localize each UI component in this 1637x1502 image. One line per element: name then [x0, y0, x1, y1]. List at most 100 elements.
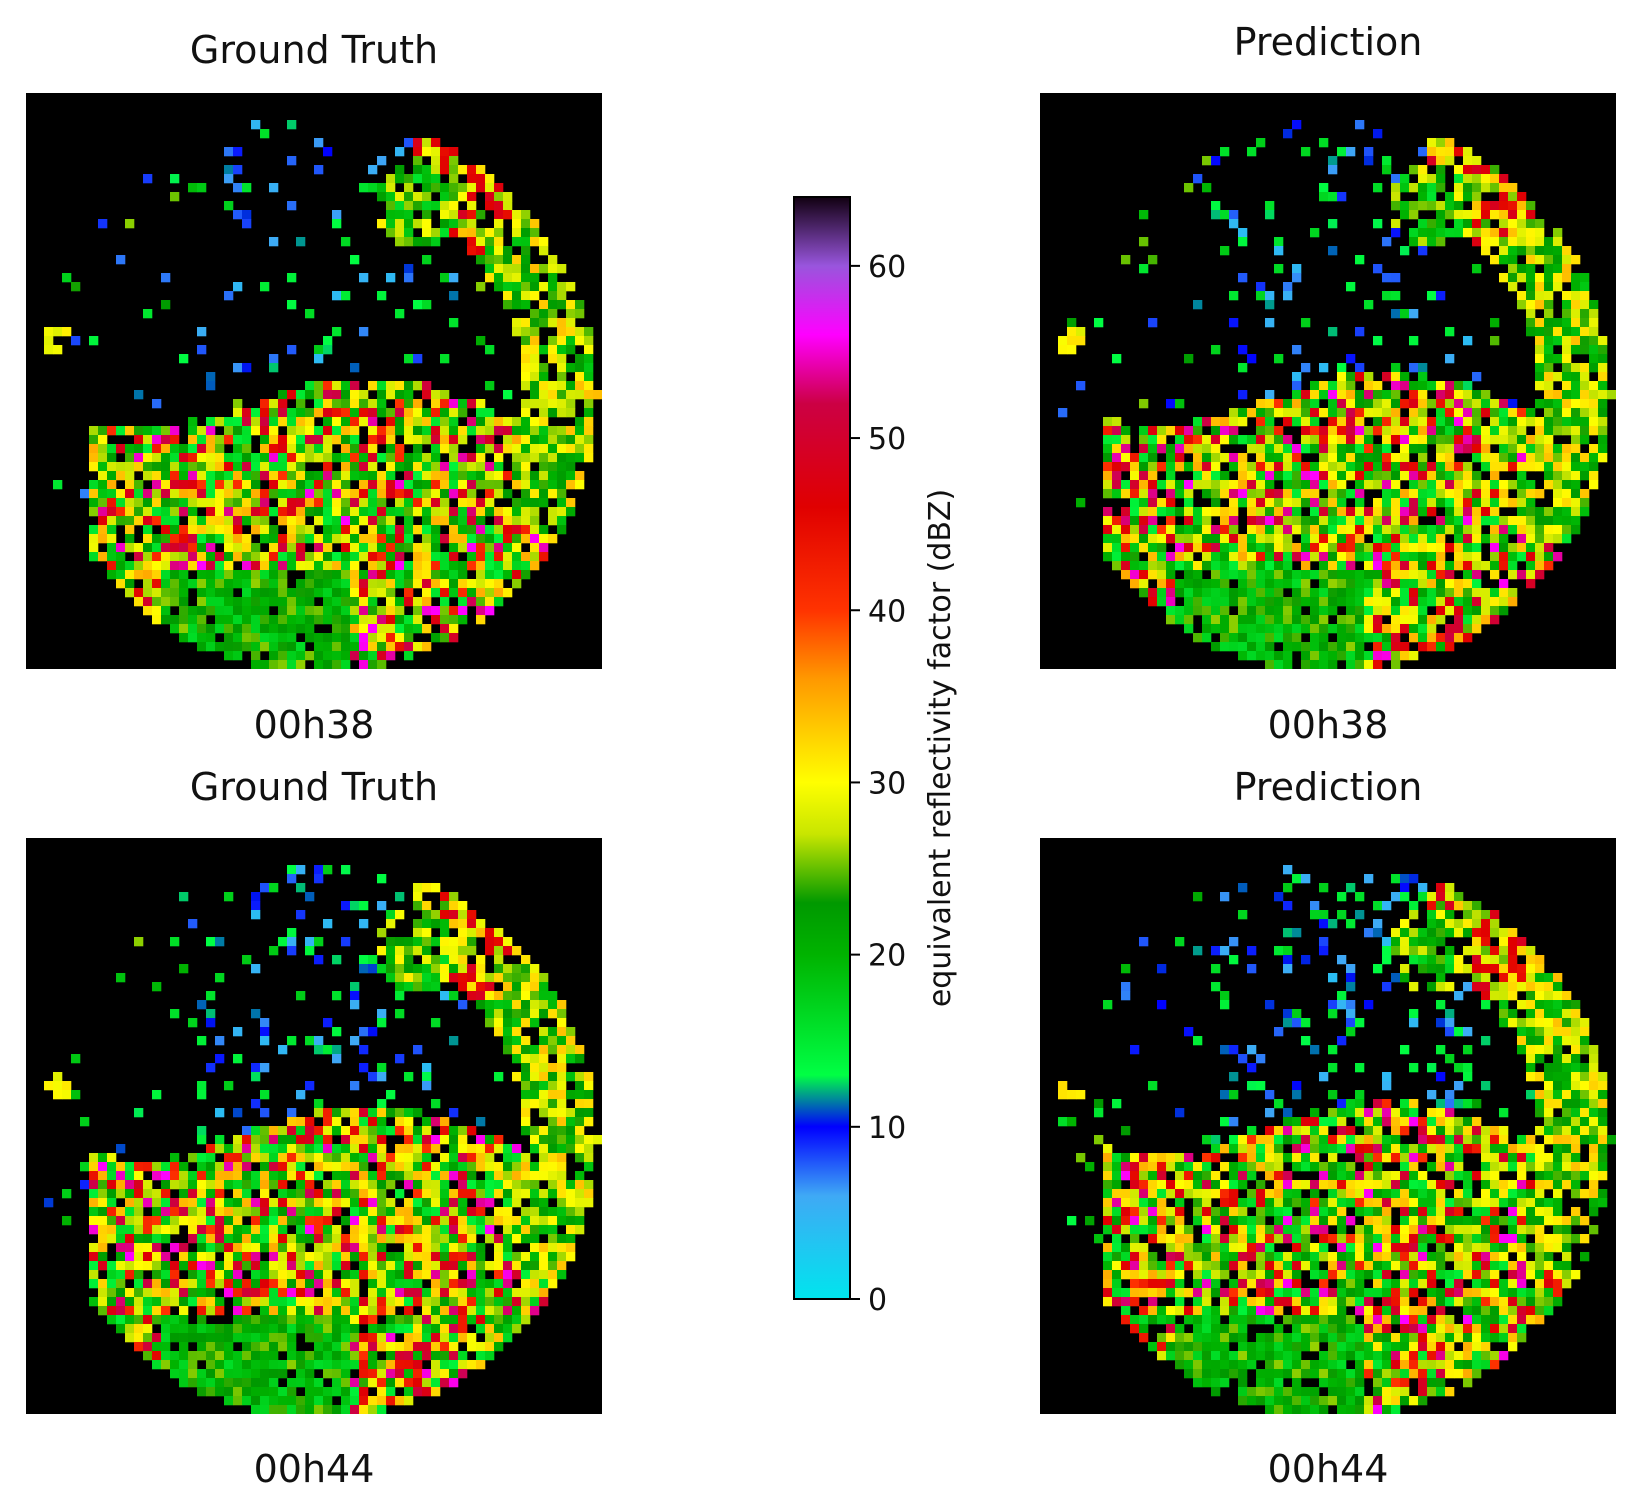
radar-pixel — [548, 282, 558, 292]
radar-pixel — [242, 1144, 252, 1154]
radar-pixel — [458, 1234, 468, 1244]
radar-pixel — [1418, 399, 1428, 409]
radar-pixel — [251, 1387, 261, 1397]
radar-pixel — [404, 264, 414, 274]
radar-pixel — [431, 1288, 441, 1298]
radar-pixel — [539, 1207, 549, 1217]
radar-pixel — [548, 336, 558, 346]
radar-pixel — [287, 1270, 297, 1280]
radar-pixel — [1508, 453, 1518, 463]
radar-pixel — [530, 435, 540, 445]
radar-pixel — [1499, 543, 1509, 553]
radar-pixel — [341, 237, 351, 247]
radar-pixel — [1157, 597, 1167, 607]
radar-pixel — [359, 327, 369, 337]
radar-pixel — [521, 426, 531, 436]
radar-pixel — [1193, 633, 1203, 643]
radar-pixel — [521, 318, 531, 328]
radar-pixel — [341, 1360, 351, 1370]
radar-pixel — [332, 991, 342, 1001]
radar-pixel — [512, 426, 522, 436]
radar-pixel — [1589, 426, 1599, 436]
radar-pixel — [197, 534, 207, 544]
radar-pixel — [377, 1108, 387, 1118]
radar-pixel — [98, 1243, 108, 1253]
radar-pixel — [1436, 138, 1446, 148]
radar-pixel — [314, 399, 324, 409]
radar-pixel — [1355, 606, 1365, 616]
radar-pixel — [188, 919, 198, 929]
radar-pixel — [1202, 606, 1212, 616]
radar-pixel — [350, 516, 360, 526]
radar-pixel — [197, 1252, 207, 1262]
radar-pixel — [278, 453, 288, 463]
radar-pixel — [467, 534, 477, 544]
radar-pixel — [134, 1171, 144, 1181]
radar-pixel — [539, 1297, 549, 1307]
radar-pixel — [359, 1234, 369, 1244]
radar-pixel — [1571, 480, 1581, 490]
radar-pixel — [431, 1378, 441, 1388]
radar-pixel — [422, 543, 432, 553]
radar-pixel — [1445, 435, 1455, 445]
radar-pixel — [1571, 372, 1581, 382]
radar-pixel — [206, 1243, 216, 1253]
radar-pixel — [296, 910, 306, 920]
radar-pixel — [278, 642, 288, 652]
radar-pixel — [251, 910, 261, 920]
radar-pixel — [1499, 228, 1509, 238]
radar-pixel — [512, 1045, 522, 1055]
radar-pixel — [251, 1072, 261, 1082]
radar-pixel — [521, 417, 531, 427]
radar-pixel — [548, 1162, 558, 1172]
radar-pixel — [152, 1297, 162, 1307]
radar-pixel — [1562, 291, 1572, 301]
radar-pixel — [323, 552, 333, 562]
radar-pixel — [449, 901, 459, 911]
radar-pixel — [206, 1270, 216, 1280]
radar-pixel — [521, 210, 531, 220]
radar-pixel — [467, 973, 477, 983]
radar-pixel — [296, 552, 306, 562]
radar-pixel — [269, 1369, 279, 1379]
radar-pixel — [1238, 606, 1248, 616]
radar-pixel — [1481, 480, 1491, 490]
radar-pixel — [53, 327, 63, 337]
radar-pixel — [1598, 390, 1608, 400]
radar-pixel — [1103, 480, 1113, 490]
radar-pixel — [1328, 390, 1338, 400]
radar-pixel — [413, 543, 423, 553]
radar-pixel — [1481, 444, 1491, 454]
radar-pixel — [503, 1180, 513, 1190]
radar-pixel — [1373, 408, 1383, 418]
radar-pixel — [1319, 642, 1329, 652]
radar-pixel — [323, 1162, 333, 1172]
radar-pixel — [314, 1396, 324, 1406]
radar-pixel — [116, 507, 126, 517]
radar-pixel — [1427, 219, 1437, 229]
radar-pixel — [404, 1108, 414, 1118]
radar-pixel — [188, 1225, 198, 1235]
radar-pixel — [260, 426, 270, 436]
radar-pixel — [197, 1369, 207, 1379]
radar-pixel — [1508, 255, 1518, 265]
radar-pixel — [440, 435, 450, 445]
radar-pixel — [1427, 399, 1437, 409]
radar-pixel — [377, 1171, 387, 1181]
radar-pixel — [1517, 534, 1527, 544]
radar-pixel — [1571, 336, 1581, 346]
radar-pixel — [323, 1153, 333, 1163]
radar-pixel — [197, 1342, 207, 1352]
radar-pixel — [440, 408, 450, 418]
radar-pixel — [413, 192, 423, 202]
radar-pixel — [314, 534, 324, 544]
radar-pixel — [224, 1153, 234, 1163]
radar-pixel — [1220, 417, 1230, 427]
radar-pixel — [1319, 444, 1329, 454]
radar-pixel — [305, 435, 315, 445]
radar-pixel — [494, 453, 504, 463]
radar-pixel — [368, 534, 378, 544]
radar-pixel — [467, 210, 477, 220]
radar-pixel — [1148, 255, 1158, 265]
radar-pixel — [215, 1378, 225, 1388]
